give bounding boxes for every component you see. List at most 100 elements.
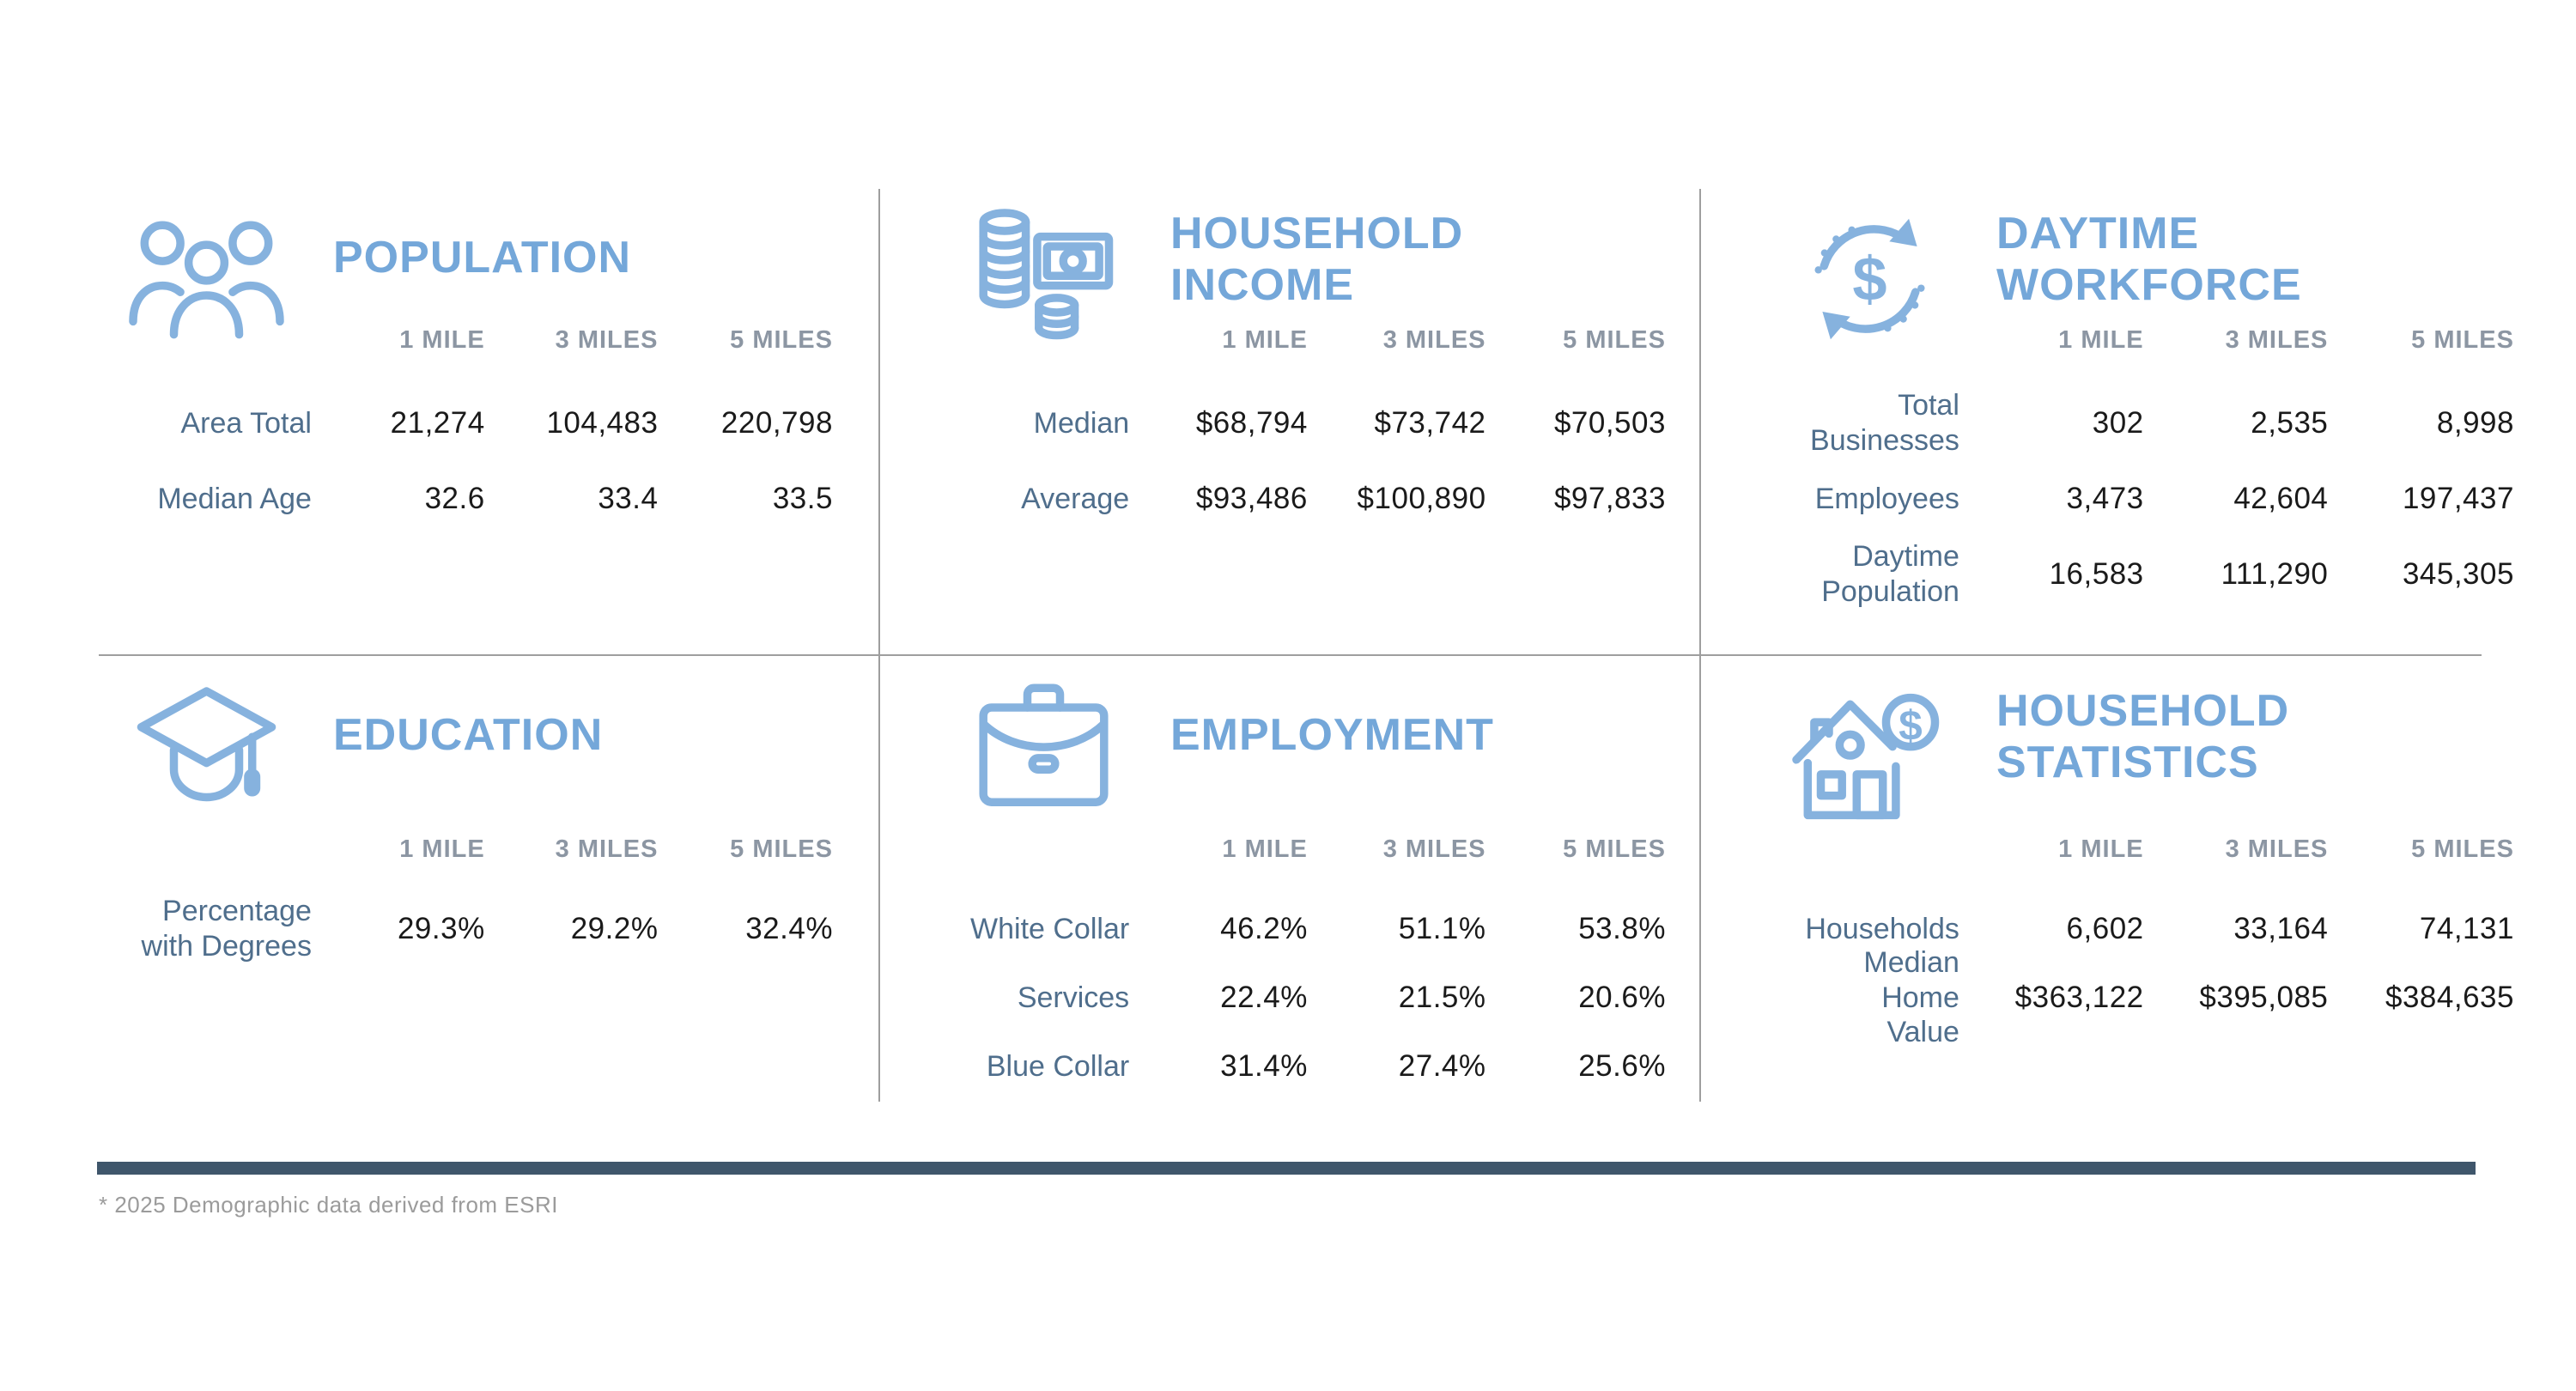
value-cell: 3,473 — [2066, 482, 2144, 515]
panel-employment: EMPLOYMENT 1 MILE 3 MILES 5 MILES White … — [910, 668, 1666, 1101]
value-cell: $97,833 — [1553, 482, 1666, 515]
value-cell: 33,164 — [2233, 912, 2329, 945]
value-cell: 302 — [2092, 406, 2144, 440]
column-header-1mile: 1 MILE — [2058, 835, 2144, 863]
value-cell: $73,742 — [1374, 406, 1486, 440]
panel-population-header: POPULATION — [99, 191, 631, 361]
panel-daytime-workforce: $ DAYTIME WORKFORCE 1 MILE 3 MILES 5 MIL… — [1733, 191, 2514, 612]
footer-accent-bar — [97, 1162, 2476, 1175]
value-cell: 21.5% — [1398, 981, 1486, 1014]
panel-household-statistics-header: $ HOUSEHOLD STATISTICS — [1733, 668, 2426, 838]
row-label: Employees — [1814, 482, 1959, 515]
row-label: White Collar — [970, 912, 1130, 945]
row-label: Area Total — [180, 406, 312, 440]
briefcase-icon — [960, 675, 1127, 838]
column-header-3miles: 3 MILES — [1382, 835, 1486, 863]
footnote-text: * 2025 Demographic data derived from ESR… — [99, 1192, 558, 1218]
panel-education-header: EDUCATION — [99, 668, 603, 838]
row-label: Percentage with Degrees — [141, 895, 312, 963]
value-cell: 8,998 — [2436, 406, 2514, 440]
spacer-cell — [1733, 835, 1959, 895]
row-label: Average — [1021, 482, 1130, 515]
horizontal-divider — [99, 654, 2482, 656]
value-cell: 32.6 — [424, 482, 485, 515]
value-cell: 74,131 — [2419, 912, 2514, 945]
column-header-3miles: 3 MILES — [2225, 835, 2329, 863]
daytime-workforce-table: 1 MILE 3 MILES 5 MILES Total Businesses … — [1733, 326, 2514, 612]
value-cell: 31.4% — [1220, 1049, 1308, 1083]
panel-education: EDUCATION 1 MILE 3 MILES 5 MILES Percent… — [99, 668, 833, 963]
column-header-5miles: 5 MILES — [1563, 835, 1666, 863]
vertical-divider-left — [878, 189, 880, 1102]
panel-daytime-workforce-header: $ DAYTIME WORKFORCE — [1733, 191, 2426, 361]
graduation-cap-icon — [123, 675, 290, 838]
svg-text:$: $ — [1899, 702, 1922, 750]
value-cell: $395,085 — [2199, 981, 2329, 1014]
value-cell: 33.4 — [598, 482, 659, 515]
value-cell: 27.4% — [1398, 1049, 1486, 1083]
value-cell: $70,503 — [1553, 406, 1666, 440]
row-label: Daytime Population — [1821, 540, 1959, 608]
spacer-cell — [910, 835, 1129, 895]
panel-title: HOUSEHOLD STATISTICS — [1996, 686, 2290, 788]
value-cell: $384,635 — [2385, 981, 2514, 1014]
row-label: Blue Collar — [986, 1049, 1130, 1083]
value-cell: 197,437 — [2402, 482, 2514, 515]
value-cell: $100,890 — [1357, 482, 1486, 515]
value-cell: 111,290 — [2221, 557, 2329, 591]
value-cell: 22.4% — [1220, 981, 1308, 1014]
panel-employment-header: EMPLOYMENT — [910, 668, 1494, 838]
value-cell: 53.8% — [1578, 912, 1666, 945]
spacer-cell — [99, 835, 312, 895]
row-label: Median — [1033, 406, 1130, 440]
panel-title: POPULATION — [333, 233, 632, 282]
value-cell: 16,583 — [2049, 557, 2144, 591]
value-cell: $363,122 — [2014, 981, 2144, 1014]
education-table: 1 MILE 3 MILES 5 MILES Percentage with D… — [99, 835, 833, 963]
value-cell: 220,798 — [720, 406, 833, 440]
panel-title: HOUSEHOLD INCOME — [1170, 209, 1464, 311]
value-cell: 51.1% — [1398, 912, 1486, 945]
column-header-3miles: 3 MILES — [555, 326, 659, 354]
row-label: Median Home Value — [1863, 945, 1959, 1049]
value-cell: 29.3% — [397, 912, 485, 945]
panel-household-income-header: HOUSEHOLD INCOME — [910, 191, 1600, 361]
column-header-1mile: 1 MILE — [1222, 326, 1308, 354]
column-header-5miles: 5 MILES — [2411, 835, 2514, 863]
column-header-5miles: 5 MILES — [730, 326, 833, 354]
value-cell: 32.4% — [745, 912, 833, 945]
column-header-1mile: 1 MILE — [399, 835, 485, 863]
row-label: Median Age — [157, 482, 312, 515]
employment-table: 1 MILE 3 MILES 5 MILES White Collar 46.2… — [910, 835, 1666, 1101]
household-income-table: 1 MILE 3 MILES 5 MILES Median $68,794 $7… — [910, 326, 1666, 537]
value-cell: 46.2% — [1220, 912, 1308, 945]
panel-title: EDUCATION — [333, 710, 604, 760]
value-cell: 25.6% — [1578, 1049, 1666, 1083]
value-cell: 29.2% — [570, 912, 659, 945]
value-cell: 33.5 — [772, 482, 833, 515]
column-header-1mile: 1 MILE — [1222, 835, 1308, 863]
column-header-3miles: 3 MILES — [1382, 326, 1486, 354]
value-cell: 42,604 — [2233, 482, 2329, 515]
value-cell: 20.6% — [1578, 981, 1666, 1014]
population-table: 1 MILE 3 MILES 5 MILES Area Total 21,274… — [99, 326, 833, 537]
value-cell: 345,305 — [2402, 557, 2514, 591]
circular-arrows-dollar-icon: $ — [1786, 197, 1953, 361]
svg-text:$: $ — [1852, 246, 1886, 314]
column-header-1mile: 1 MILE — [2058, 326, 2144, 354]
row-label: Services — [1017, 981, 1130, 1014]
house-dollar-icon: $ — [1786, 675, 1953, 838]
column-header-5miles: 5 MILES — [730, 835, 833, 863]
value-cell: 104,483 — [546, 406, 659, 440]
column-header-3miles: 3 MILES — [555, 835, 659, 863]
value-cell: $93,486 — [1195, 482, 1308, 515]
panel-household-statistics: $ HOUSEHOLD STATISTICS 1 MILE 3 MILES 5 … — [1733, 668, 2514, 1049]
household-statistics-table: 1 MILE 3 MILES 5 MILES Households 6,602 … — [1733, 835, 2514, 1049]
panel-title: EMPLOYMENT — [1170, 710, 1494, 760]
people-group-icon — [123, 197, 290, 361]
value-cell: 6,602 — [2066, 912, 2144, 945]
column-header-5miles: 5 MILES — [1563, 326, 1666, 354]
panel-household-income: HOUSEHOLD INCOME 1 MILE 3 MILES 5 MILES … — [910, 191, 1666, 537]
vertical-divider-right — [1699, 189, 1701, 1102]
row-label: Total Businesses — [1810, 389, 1959, 457]
